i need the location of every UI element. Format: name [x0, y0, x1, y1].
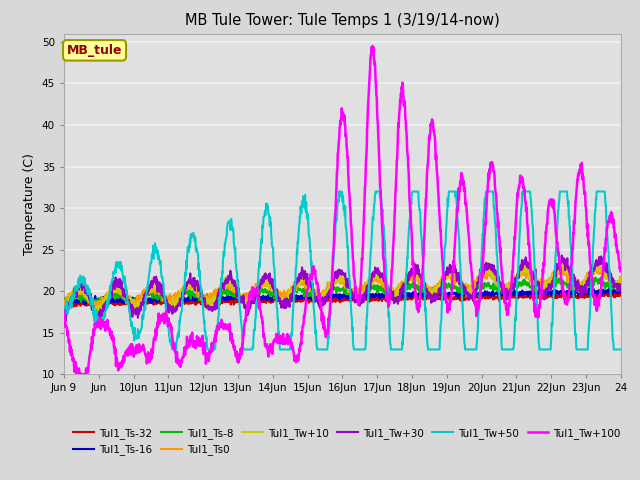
Y-axis label: Temperature (C): Temperature (C): [23, 153, 36, 255]
Legend: Tul1_Ts-32, Tul1_Ts-16, Tul1_Ts-8, Tul1_Ts0, Tul1_Tw+10, Tul1_Tw+30, Tul1_Tw+50,: Tul1_Ts-32, Tul1_Ts-16, Tul1_Ts-8, Tul1_…: [69, 424, 625, 459]
Title: MB Tule Tower: Tule Temps 1 (3/19/14-now): MB Tule Tower: Tule Temps 1 (3/19/14-now…: [185, 13, 500, 28]
Text: MB_tule: MB_tule: [67, 44, 122, 57]
